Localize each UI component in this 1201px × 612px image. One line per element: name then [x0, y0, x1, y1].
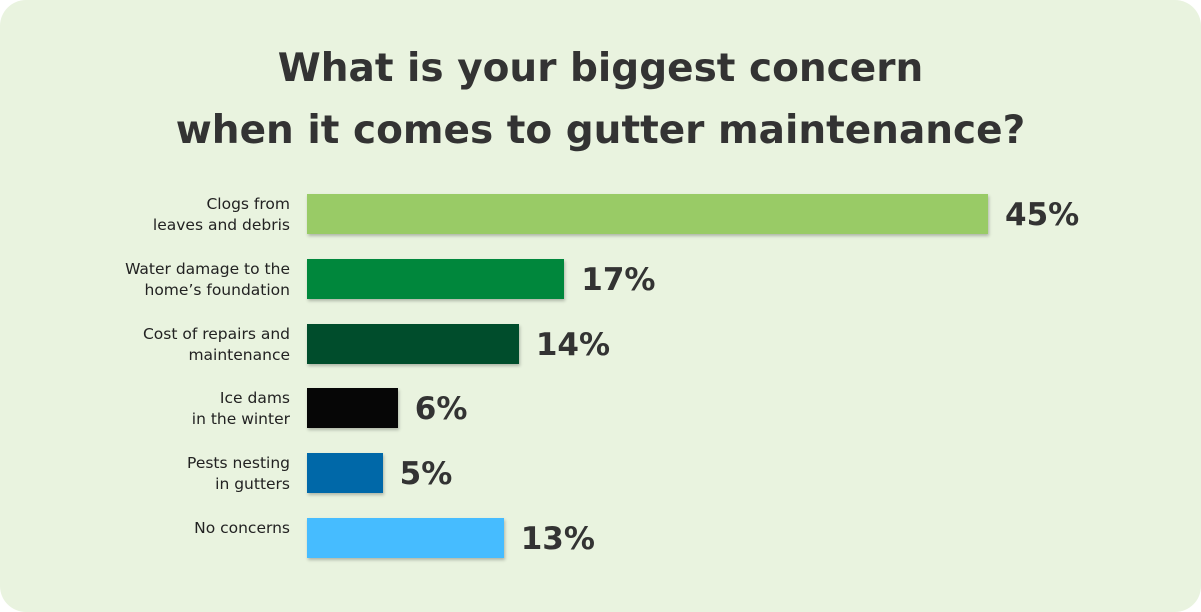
bar — [307, 323, 519, 364]
value-label: 45% — [1005, 197, 1080, 233]
bar — [307, 518, 504, 558]
category-label: Cost of repairs and maintenance — [142, 324, 290, 364]
value-label: 13% — [520, 521, 595, 557]
chart-title: What is your biggest concern when it com… — [175, 46, 1026, 153]
bar — [307, 194, 988, 234]
category-label: Ice dams in the winter — [191, 389, 290, 429]
category-label: Clogs from leaves and debris — [152, 195, 290, 234]
category-label: Pests nesting in gutters — [187, 454, 290, 494]
value-label: 14% — [535, 326, 611, 363]
category-label: Water damage to the home’s foundation — [125, 259, 290, 299]
bar — [307, 388, 398, 429]
value-label: 5% — [399, 456, 453, 493]
value-label: 17% — [581, 261, 656, 298]
bar — [307, 453, 383, 494]
value-label: 6% — [414, 391, 468, 428]
bar — [307, 258, 565, 299]
category-label: No concerns — [194, 519, 290, 537]
